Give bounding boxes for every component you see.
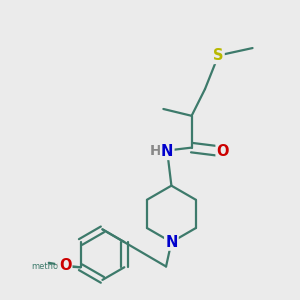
Text: O: O bbox=[217, 144, 229, 159]
Text: S: S bbox=[213, 48, 224, 63]
Text: H: H bbox=[150, 145, 162, 158]
Text: O: O bbox=[56, 259, 69, 274]
Text: methoxy: methoxy bbox=[31, 262, 68, 271]
Text: O: O bbox=[59, 258, 71, 273]
Text: N: N bbox=[161, 144, 173, 159]
Text: N: N bbox=[165, 235, 178, 250]
